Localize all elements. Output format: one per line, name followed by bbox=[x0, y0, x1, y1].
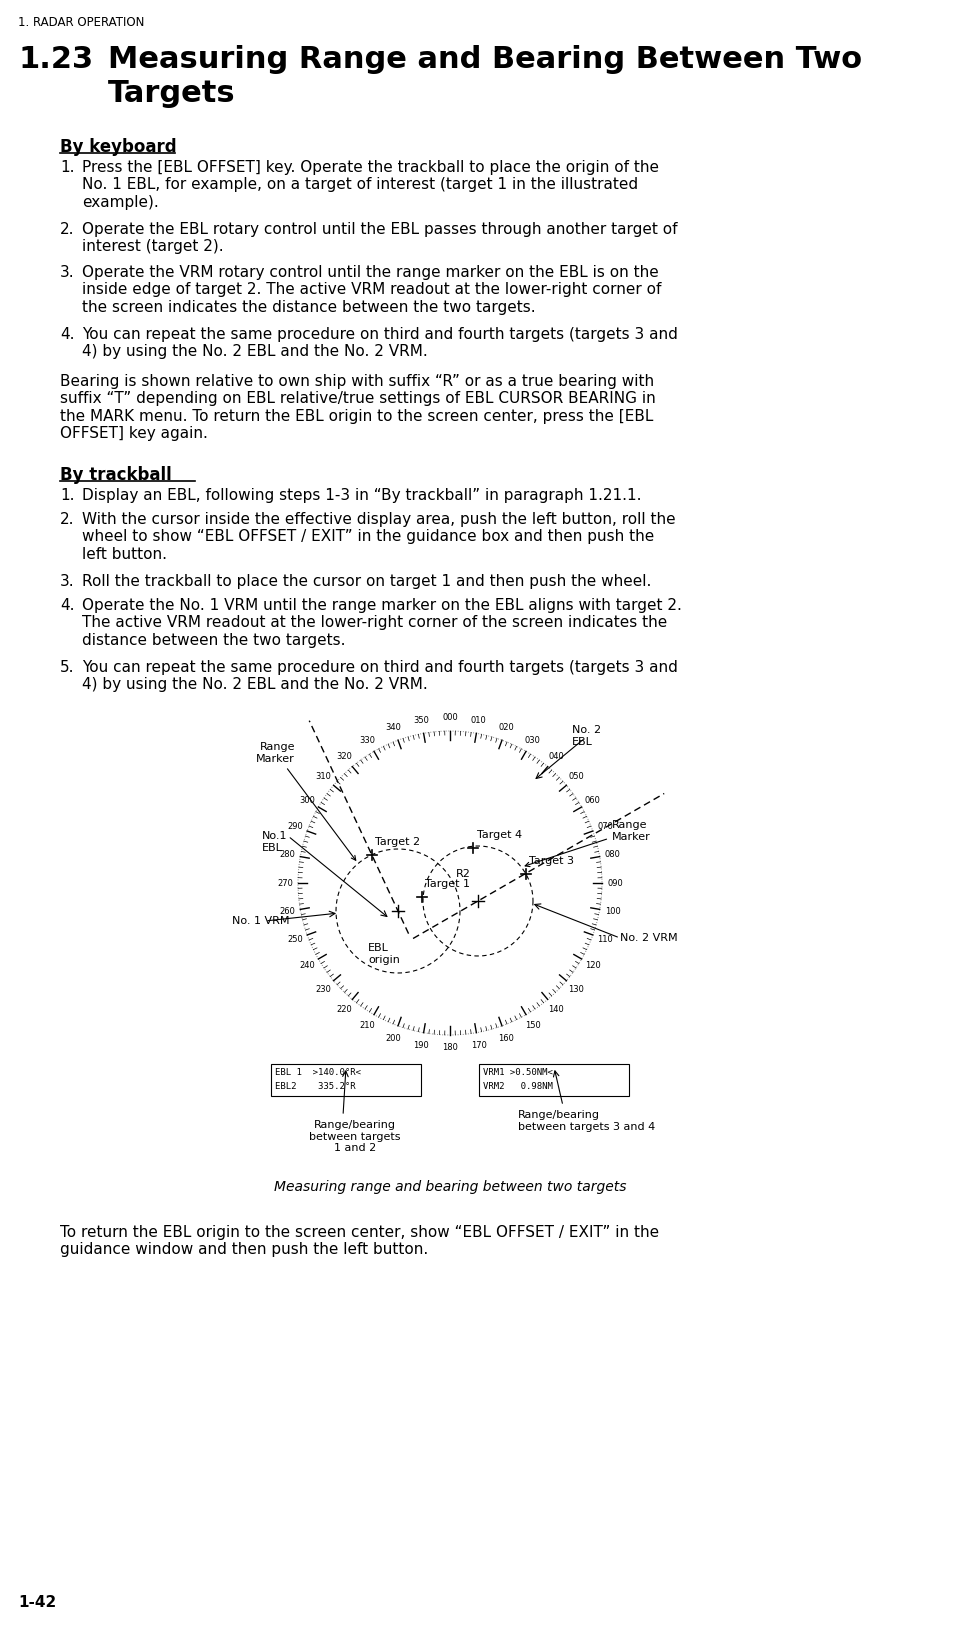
Text: By trackball: By trackball bbox=[60, 467, 172, 485]
Text: Measuring range and bearing between two targets: Measuring range and bearing between two … bbox=[274, 1180, 626, 1195]
Text: No. 2
EBL: No. 2 EBL bbox=[572, 725, 601, 746]
Text: 050: 050 bbox=[569, 772, 584, 782]
Text: 2.: 2. bbox=[60, 222, 75, 237]
Text: 3.: 3. bbox=[60, 574, 75, 589]
Text: Roll the trackball to place the cursor on target 1 and then push the wheel.: Roll the trackball to place the cursor o… bbox=[82, 574, 651, 589]
Text: 230: 230 bbox=[316, 984, 331, 994]
Text: 060: 060 bbox=[585, 796, 601, 805]
Text: 170: 170 bbox=[470, 1041, 487, 1049]
Text: 020: 020 bbox=[499, 723, 514, 733]
Text: 070: 070 bbox=[597, 823, 613, 831]
Text: EBL2    335.2°R: EBL2 335.2°R bbox=[275, 1082, 356, 1092]
Text: No. 2 VRM: No. 2 VRM bbox=[620, 934, 677, 943]
Text: 4.: 4. bbox=[60, 597, 75, 614]
Text: To return the EBL origin to the screen center, show “EBL OFFSET / EXIT” in the
g: To return the EBL origin to the screen c… bbox=[60, 1226, 659, 1257]
Text: 4.: 4. bbox=[60, 326, 75, 343]
Text: 240: 240 bbox=[299, 961, 315, 969]
Text: 190: 190 bbox=[413, 1041, 430, 1049]
Text: 270: 270 bbox=[277, 878, 293, 888]
Text: 2.: 2. bbox=[60, 512, 75, 527]
Text: 320: 320 bbox=[336, 752, 352, 761]
Text: 030: 030 bbox=[525, 736, 540, 744]
Text: 1. RADAR OPERATION: 1. RADAR OPERATION bbox=[18, 16, 145, 29]
Text: 300: 300 bbox=[299, 796, 315, 805]
Text: 350: 350 bbox=[413, 716, 430, 725]
Text: 280: 280 bbox=[280, 850, 295, 858]
Text: 160: 160 bbox=[499, 1033, 514, 1043]
Text: EBL 1  >140.0°R<: EBL 1 >140.0°R< bbox=[275, 1067, 361, 1077]
Text: 000: 000 bbox=[442, 713, 458, 723]
Text: Press the [EBL OFFSET] key. Operate the trackball to place the origin of the
No.: Press the [EBL OFFSET] key. Operate the … bbox=[82, 160, 659, 211]
Text: Target 1: Target 1 bbox=[425, 880, 470, 889]
Text: 090: 090 bbox=[608, 878, 623, 888]
Text: VRM2   0.98NM: VRM2 0.98NM bbox=[483, 1082, 553, 1092]
FancyBboxPatch shape bbox=[271, 1064, 421, 1097]
Text: Measuring Range and Bearing Between Two
Targets: Measuring Range and Bearing Between Two … bbox=[108, 46, 862, 108]
Text: Operate the VRM rotary control until the range marker on the EBL is on the
insid: Operate the VRM rotary control until the… bbox=[82, 264, 661, 315]
Text: 3.: 3. bbox=[60, 264, 75, 281]
Text: 1.23: 1.23 bbox=[18, 46, 93, 73]
Text: Operate the EBL rotary control until the EBL passes through another target of
in: Operate the EBL rotary control until the… bbox=[82, 222, 677, 255]
Text: 220: 220 bbox=[336, 1005, 352, 1013]
Text: Operate the No. 1 VRM until the range marker on the EBL aligns with target 2.
Th: Operate the No. 1 VRM until the range ma… bbox=[82, 597, 682, 648]
Text: 110: 110 bbox=[597, 935, 613, 943]
Text: 210: 210 bbox=[360, 1022, 375, 1030]
Text: Range/bearing
between targets
1 and 2: Range/bearing between targets 1 and 2 bbox=[309, 1120, 400, 1154]
Text: 1.: 1. bbox=[60, 160, 75, 175]
Text: Range
Marker: Range Marker bbox=[257, 743, 356, 860]
Text: 5.: 5. bbox=[60, 659, 75, 676]
Text: 010: 010 bbox=[470, 716, 487, 725]
Text: 1-42: 1-42 bbox=[18, 1594, 56, 1611]
Text: Target 2: Target 2 bbox=[375, 837, 420, 847]
Text: 130: 130 bbox=[569, 984, 584, 994]
Text: 080: 080 bbox=[605, 850, 620, 858]
Text: EBL
origin: EBL origin bbox=[368, 943, 399, 965]
Text: 140: 140 bbox=[548, 1005, 564, 1013]
Text: By keyboard: By keyboard bbox=[60, 139, 177, 157]
Text: 340: 340 bbox=[386, 723, 401, 733]
Text: No. 1 VRM: No. 1 VRM bbox=[232, 916, 290, 925]
Text: 250: 250 bbox=[287, 935, 303, 943]
Text: With the cursor inside the effective display area, push the left button, roll th: With the cursor inside the effective dis… bbox=[82, 512, 676, 561]
Text: Target 3: Target 3 bbox=[529, 855, 573, 865]
Text: 100: 100 bbox=[605, 907, 620, 916]
Text: 290: 290 bbox=[287, 823, 303, 831]
Text: No.1
EBL: No.1 EBL bbox=[262, 831, 288, 852]
Text: 120: 120 bbox=[585, 961, 601, 969]
Text: 330: 330 bbox=[360, 736, 375, 744]
Text: R2: R2 bbox=[456, 868, 470, 880]
Text: You can repeat the same procedure on third and fourth targets (targets 3 and
4) : You can repeat the same procedure on thi… bbox=[82, 326, 677, 359]
Text: 200: 200 bbox=[386, 1033, 401, 1043]
Text: 180: 180 bbox=[442, 1043, 458, 1053]
FancyBboxPatch shape bbox=[479, 1064, 629, 1097]
Text: 040: 040 bbox=[548, 752, 564, 761]
Text: 310: 310 bbox=[316, 772, 331, 782]
Text: Display an EBL, following steps 1-3 in “By trackball” in paragraph 1.21.1.: Display an EBL, following steps 1-3 in “… bbox=[82, 488, 642, 503]
Text: You can repeat the same procedure on third and fourth targets (targets 3 and
4) : You can repeat the same procedure on thi… bbox=[82, 659, 677, 692]
Text: Range/bearing
between targets 3 and 4: Range/bearing between targets 3 and 4 bbox=[518, 1110, 655, 1131]
Text: 1.: 1. bbox=[60, 488, 75, 503]
Text: 260: 260 bbox=[280, 907, 295, 916]
Text: Range
Marker: Range Marker bbox=[525, 821, 650, 867]
Text: Bearing is shown relative to own ship with suffix “R” or as a true bearing with
: Bearing is shown relative to own ship wi… bbox=[60, 374, 656, 441]
Text: 150: 150 bbox=[525, 1022, 540, 1030]
Text: VRM1 >0.50NM<: VRM1 >0.50NM< bbox=[483, 1067, 553, 1077]
Text: Target 4: Target 4 bbox=[477, 831, 523, 840]
